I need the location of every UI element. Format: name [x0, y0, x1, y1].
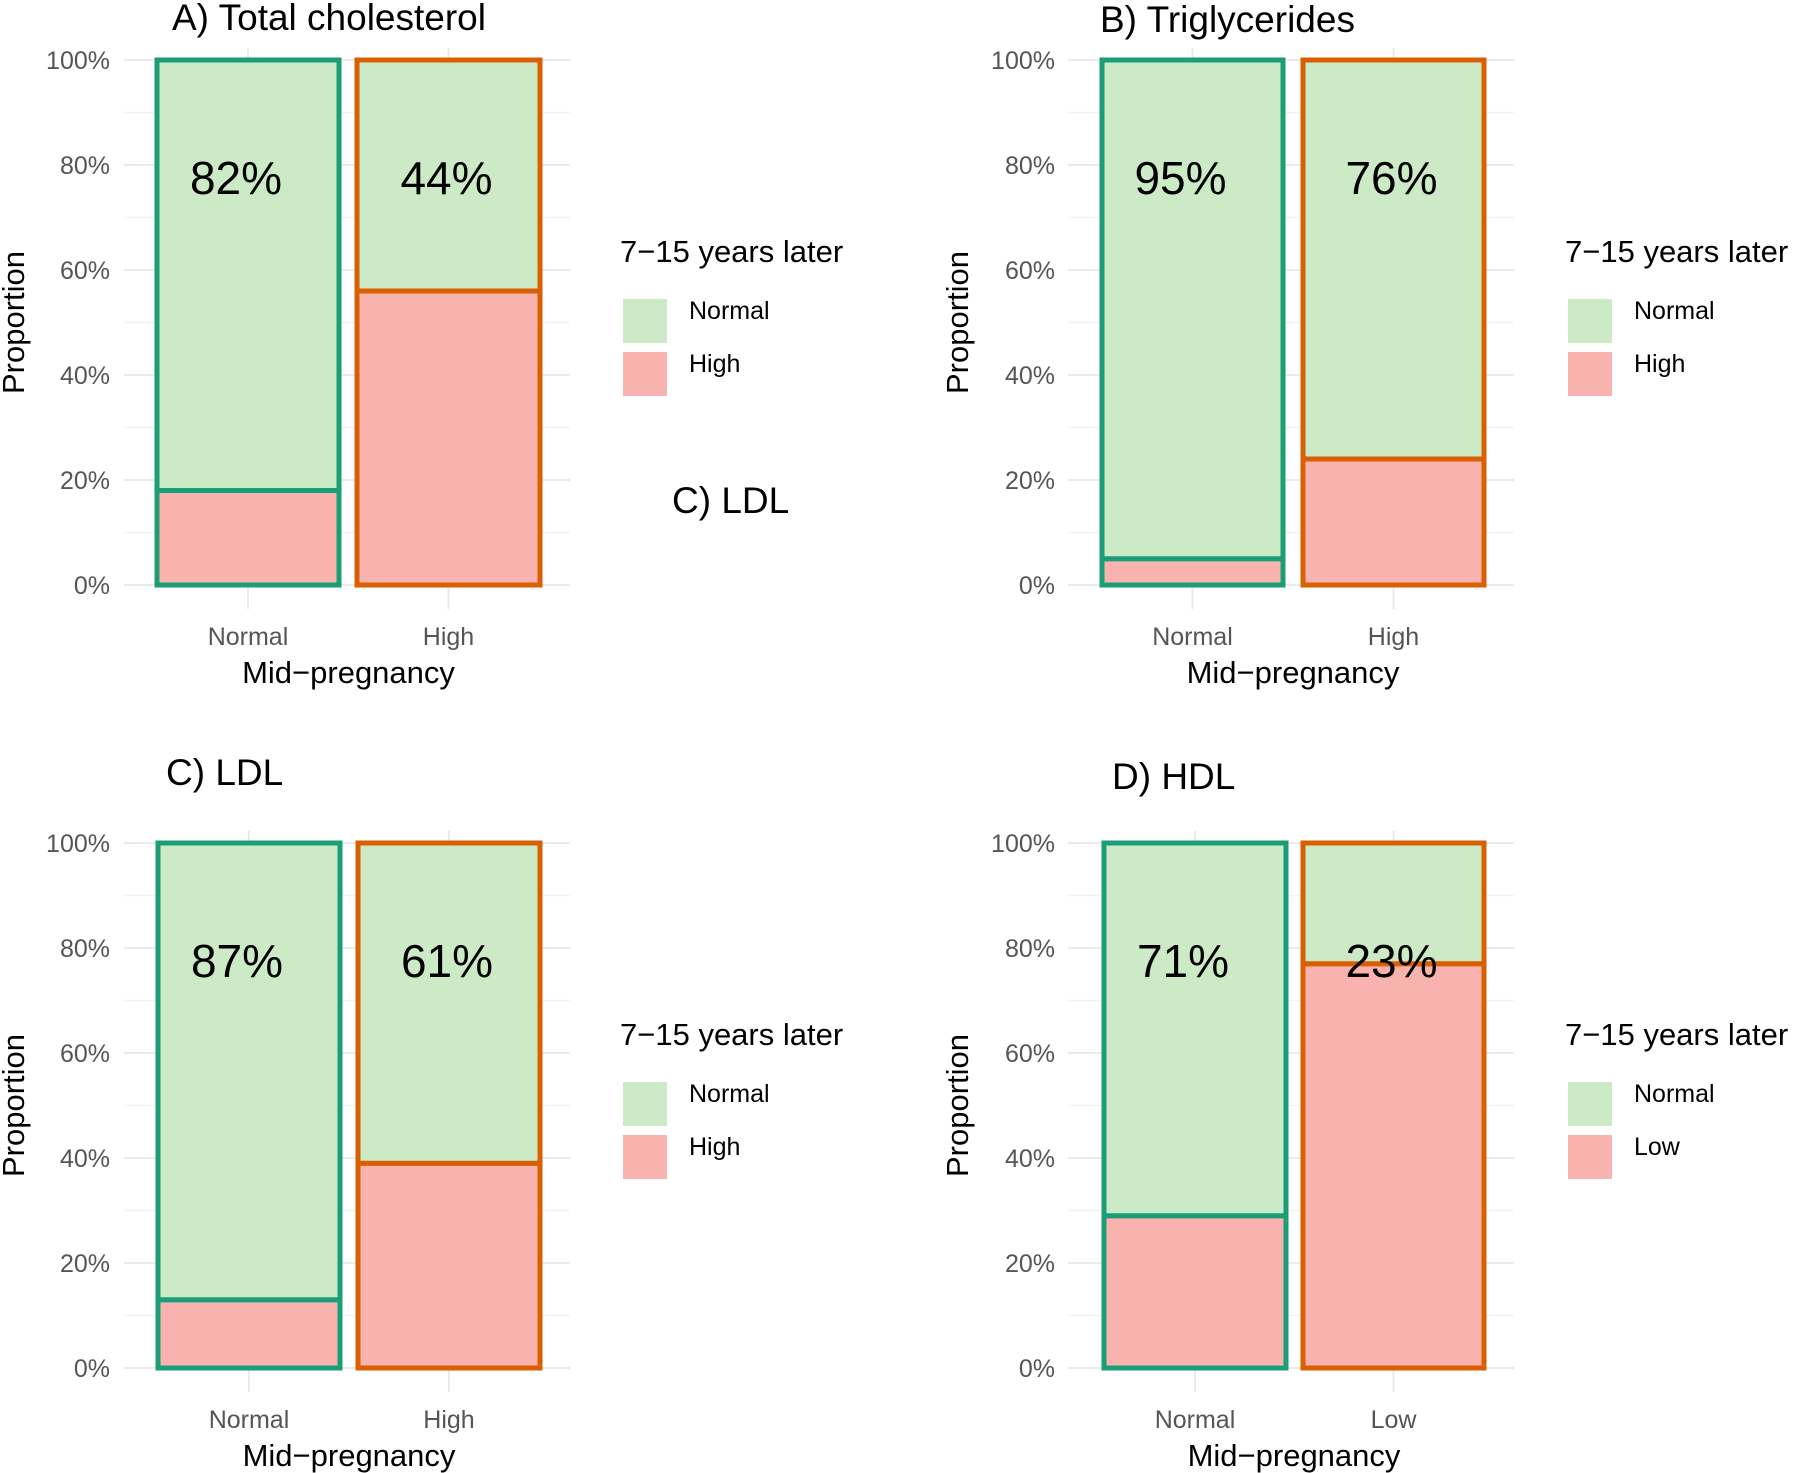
- legend-key-normal: [1568, 1082, 1612, 1126]
- legend-label: High: [689, 1133, 740, 1161]
- bar-segment-low[interactable]: [1300, 961, 1487, 1371]
- bar-segment-low[interactable]: [1101, 1213, 1289, 1371]
- legend-key-normal: [623, 1082, 667, 1126]
- x-tick-label: Normal: [1152, 623, 1233, 651]
- bar-segment-normal[interactable]: [154, 57, 342, 493]
- bar-segment-normal[interactable]: [1300, 840, 1487, 967]
- x-tick-label: High: [423, 1406, 474, 1434]
- y-axis-title: Proportion: [0, 251, 31, 394]
- bar-value-label: 82%: [190, 152, 282, 204]
- bar-segment-high[interactable]: [1300, 456, 1487, 588]
- x-tick-label: Normal: [209, 1406, 290, 1434]
- legend-key-low: [1568, 1135, 1612, 1179]
- bar-segment-normal[interactable]: [1099, 57, 1286, 562]
- y-axis-title: Proportion: [940, 251, 975, 394]
- y-tick-label: 80%: [1005, 935, 1055, 963]
- y-tick-label: 40%: [60, 1145, 110, 1173]
- y-tick-label: 80%: [60, 152, 110, 180]
- panel-title: C) LDL: [166, 752, 283, 793]
- y-tick-label: 100%: [991, 830, 1055, 858]
- x-tick-label: Normal: [208, 623, 289, 651]
- bar-segment-high[interactable]: [355, 1160, 543, 1371]
- legend-title: 7−15 years later: [1565, 1017, 1788, 1052]
- x-tick-label: Normal: [1155, 1406, 1236, 1434]
- y-tick-label: 40%: [1005, 362, 1055, 390]
- panel-title: B) Triglycerides: [1100, 0, 1355, 40]
- legend-key-high: [623, 1135, 667, 1179]
- legend-key-normal: [623, 299, 667, 343]
- y-tick-label: 40%: [60, 362, 110, 390]
- y-tick-label: 20%: [1005, 1250, 1055, 1278]
- legend-key-high: [623, 352, 667, 396]
- y-tick-label: 100%: [991, 47, 1055, 75]
- y-tick-label: 100%: [46, 47, 110, 75]
- bar-value-label: 71%: [1137, 935, 1229, 987]
- bar-segment-normal[interactable]: [1300, 57, 1487, 462]
- y-tick-label: 60%: [1005, 1040, 1055, 1068]
- legend-label: High: [1634, 350, 1685, 378]
- y-tick-label: 20%: [1005, 467, 1055, 495]
- bar-value-label: 95%: [1134, 152, 1226, 204]
- stray-panel-label: C) LDL: [672, 480, 789, 521]
- bar-value-label: 44%: [400, 152, 492, 204]
- legend-label: Normal: [1634, 297, 1715, 325]
- bar-value-label: 23%: [1345, 935, 1437, 987]
- legend-key-high: [1568, 352, 1612, 396]
- y-tick-label: 80%: [60, 935, 110, 963]
- y-tick-label: 40%: [1005, 1145, 1055, 1173]
- y-axis-title: Proportion: [0, 1034, 31, 1177]
- x-axis-title: Mid−pregnancy: [1187, 655, 1400, 690]
- bar-segment-high[interactable]: [154, 488, 342, 588]
- y-tick-label: 60%: [1005, 257, 1055, 285]
- y-tick-label: 100%: [46, 830, 110, 858]
- legend-label: High: [689, 350, 740, 378]
- panel-title: A) Total cholesterol: [172, 0, 486, 38]
- x-axis-title: Mid−pregnancy: [242, 655, 455, 690]
- y-tick-label: 0%: [74, 572, 110, 600]
- y-tick-label: 0%: [74, 1355, 110, 1383]
- bar-value-label: 87%: [191, 935, 283, 987]
- y-tick-label: 80%: [1005, 152, 1055, 180]
- x-tick-label: High: [423, 623, 474, 651]
- x-axis-title: Mid−pregnancy: [243, 1438, 456, 1473]
- legend-title: 7−15 years later: [620, 234, 843, 269]
- y-tick-label: 20%: [60, 467, 110, 495]
- y-tick-label: 20%: [60, 1250, 110, 1278]
- y-axis-title: Proportion: [940, 1034, 975, 1177]
- legend-title: 7−15 years later: [620, 1017, 843, 1052]
- legend-label: Low: [1634, 1133, 1681, 1161]
- y-tick-label: 0%: [1019, 1355, 1055, 1383]
- y-tick-label: 60%: [60, 257, 110, 285]
- bar-segment-high[interactable]: [354, 288, 543, 588]
- y-tick-label: 0%: [1019, 572, 1055, 600]
- y-tick-label: 60%: [60, 1040, 110, 1068]
- x-tick-label: Low: [1371, 1406, 1418, 1434]
- legend-title: 7−15 years later: [1565, 234, 1788, 269]
- bar-segment-high[interactable]: [1099, 556, 1286, 588]
- legend-key-normal: [1568, 299, 1612, 343]
- legend-label: Normal: [689, 1080, 770, 1108]
- bar-segment-normal[interactable]: [354, 57, 543, 294]
- bar-segment-normal[interactable]: [155, 840, 343, 1303]
- x-tick-label: High: [1368, 623, 1419, 651]
- x-axis-title: Mid−pregnancy: [1188, 1438, 1401, 1473]
- legend-label: Normal: [1634, 1080, 1715, 1108]
- legend-label: Normal: [689, 297, 770, 325]
- bar-segment-normal[interactable]: [1101, 840, 1289, 1219]
- bar-value-label: 76%: [1345, 152, 1437, 204]
- bar-segment-normal[interactable]: [355, 840, 543, 1166]
- bar-value-label: 61%: [401, 935, 493, 987]
- panel-title: D) HDL: [1112, 756, 1235, 797]
- bar-segment-high[interactable]: [155, 1297, 343, 1371]
